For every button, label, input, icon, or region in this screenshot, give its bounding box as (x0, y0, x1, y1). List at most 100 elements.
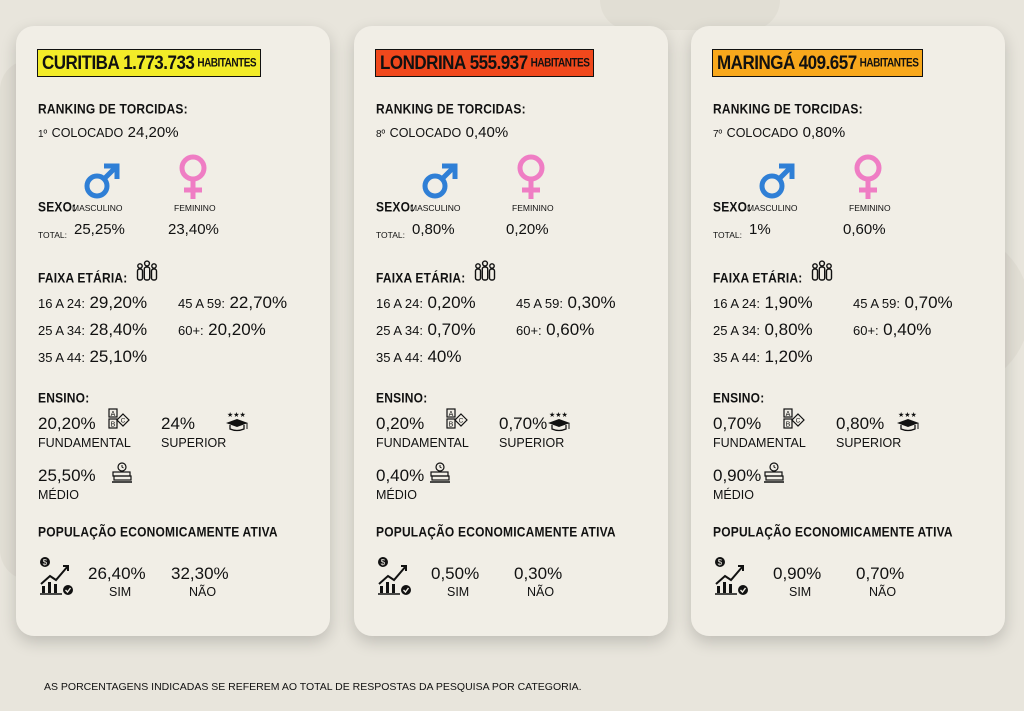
nao-label: NÃO (869, 585, 897, 599)
age-value: 29,20% (89, 293, 148, 312)
nao-value: 0,70% (856, 564, 905, 583)
ranking-value: 24,20% (127, 124, 179, 141)
city-name: LONDRINA (380, 51, 466, 74)
age-60-plus: 60+: 0,60% (516, 320, 594, 340)
feminino-label: FEMININO (174, 203, 216, 213)
sexo-label: SEXO: (713, 199, 752, 215)
female-value: 0,20% (506, 221, 549, 238)
medio-label: MÉDIO (713, 488, 754, 502)
age-value: 1,90% (764, 293, 813, 312)
pea-title: POPULAÇÃO ECONOMICAMENTE ATIVA (376, 524, 616, 540)
age-25-34: 25 A 34: 0,70% (376, 320, 476, 340)
ranking-title: RANKING DE TORCIDAS: (713, 101, 863, 117)
graduation-cap-icon: ★★★ (225, 410, 249, 432)
age-value: 0,40% (883, 320, 932, 339)
graduation-cap-icon: ★★★ (896, 410, 920, 432)
superior-value: 0,80% (836, 414, 885, 433)
age-value: 0,70% (904, 293, 953, 312)
age-60-plus: 60+: 20,20% (178, 320, 266, 340)
svg-text:A: A (786, 411, 791, 418)
age-value: 0,30% (567, 293, 616, 312)
city-population: 1.773.733 (123, 51, 195, 74)
svg-text:★★★: ★★★ (898, 411, 917, 419)
books-clock-icon (111, 462, 133, 484)
svg-text:B: B (449, 422, 454, 429)
age-45-59: 45 A 59: 0,70% (853, 293, 953, 313)
feminino-label: FEMININO (849, 203, 891, 213)
age-label: 25 A 34: (376, 323, 423, 338)
female-symbol-icon (514, 153, 548, 201)
svg-text:A: A (111, 411, 116, 418)
faixa-etaria-title: FAIXA ETÁRIA: (713, 270, 803, 286)
female-symbol-icon (851, 153, 885, 201)
age-value: 0,20% (427, 293, 476, 312)
male-symbol-icon (82, 161, 122, 201)
ranking-line: 8º COLOCADO 0,40% (376, 124, 508, 142)
ensino-title: ENSINO: (376, 390, 428, 406)
ranking-value: 0,80% (802, 124, 846, 141)
nao-value: 0,30% (514, 564, 563, 583)
age-value: 25,10% (89, 347, 148, 366)
female-value: 0,60% (843, 221, 886, 238)
city-name: CURITIBA (42, 51, 120, 74)
age-60-plus: 60+: 0,40% (853, 320, 931, 340)
habitantes-label: HABITANTES (530, 56, 590, 70)
age-16-24: 16 A 24: 0,20% (376, 293, 476, 313)
abc-blocks-icon: A B C (108, 408, 130, 430)
ranking-line: 1º COLOCADO 24,20% (38, 124, 179, 142)
age-label: 45 A 59: (516, 296, 563, 311)
ranking-label: COLOCADO (726, 126, 799, 140)
age-value: 22,70% (229, 293, 288, 312)
medio-value: 0,90% (713, 466, 762, 485)
age-label: 35 A 44: (713, 350, 760, 365)
ensino-title: ENSINO: (38, 390, 90, 406)
city-card: CURITIBA 1.773.733 HABITANTES RANKING DE… (16, 26, 330, 636)
sim-label: SIM (109, 585, 132, 599)
abc-blocks-icon: A B C (446, 408, 468, 430)
growth-chart-money-icon: $ (376, 556, 412, 596)
sim-value: 26,40% (88, 564, 146, 583)
sim-value: 0,50% (431, 564, 480, 583)
faixa-etaria-title: FAIXA ETÁRIA: (38, 270, 128, 286)
fundamental-label: FUNDAMENTAL (38, 436, 131, 450)
abc-blocks-icon: A B C (783, 408, 805, 430)
age-label: 35 A 44: (376, 350, 423, 365)
books-clock-icon (429, 462, 451, 484)
age-label: 60+: (853, 323, 879, 338)
age-16-24: 16 A 24: 29,20% (38, 293, 147, 313)
ranking-title: RANKING DE TORCIDAS: (38, 101, 188, 117)
habitantes-label: HABITANTES (197, 56, 257, 70)
superior-value: 24% (161, 414, 196, 433)
age-label: 25 A 34: (38, 323, 85, 338)
age-25-34: 25 A 34: 28,40% (38, 320, 147, 340)
superior-label: SUPERIOR (836, 436, 902, 450)
masculino-label: MASCULINO (72, 203, 123, 213)
age-35-44: 35 A 44: 40% (376, 347, 461, 367)
total-label: TOTAL: (713, 230, 742, 240)
svg-text:A: A (449, 411, 454, 418)
ranking-value: 0,40% (465, 124, 509, 141)
ranking-line: 7º COLOCADO 0,80% (713, 124, 845, 142)
fundamental-value: 0,20% (376, 414, 425, 433)
age-label: 60+: (516, 323, 542, 338)
fundamental-value: 0,70% (713, 414, 762, 433)
nao-value: 32,30% (171, 564, 229, 583)
nao-label: NÃO (527, 585, 555, 599)
svg-text:$: $ (381, 558, 386, 567)
age-label: 16 A 24: (376, 296, 423, 311)
age-value: 0,60% (546, 320, 595, 339)
age-25-34: 25 A 34: 0,80% (713, 320, 813, 340)
age-label: 45 A 59: (853, 296, 900, 311)
superior-value: 0,70% (499, 414, 548, 433)
ranking-label: COLOCADO (51, 126, 124, 140)
ensino-title: ENSINO: (713, 390, 765, 406)
age-45-59: 45 A 59: 0,30% (516, 293, 616, 313)
growth-chart-money-icon: $ (713, 556, 749, 596)
age-35-44: 35 A 44: 1,20% (713, 347, 813, 367)
total-label: TOTAL: (38, 230, 67, 240)
svg-text:$: $ (43, 558, 48, 567)
city-population: 555.937 (469, 51, 528, 74)
pea-title: POPULAÇÃO ECONOMICAMENTE ATIVA (713, 524, 953, 540)
growth-chart-money-icon: $ (38, 556, 74, 596)
city-population: 409.657 (798, 51, 857, 74)
